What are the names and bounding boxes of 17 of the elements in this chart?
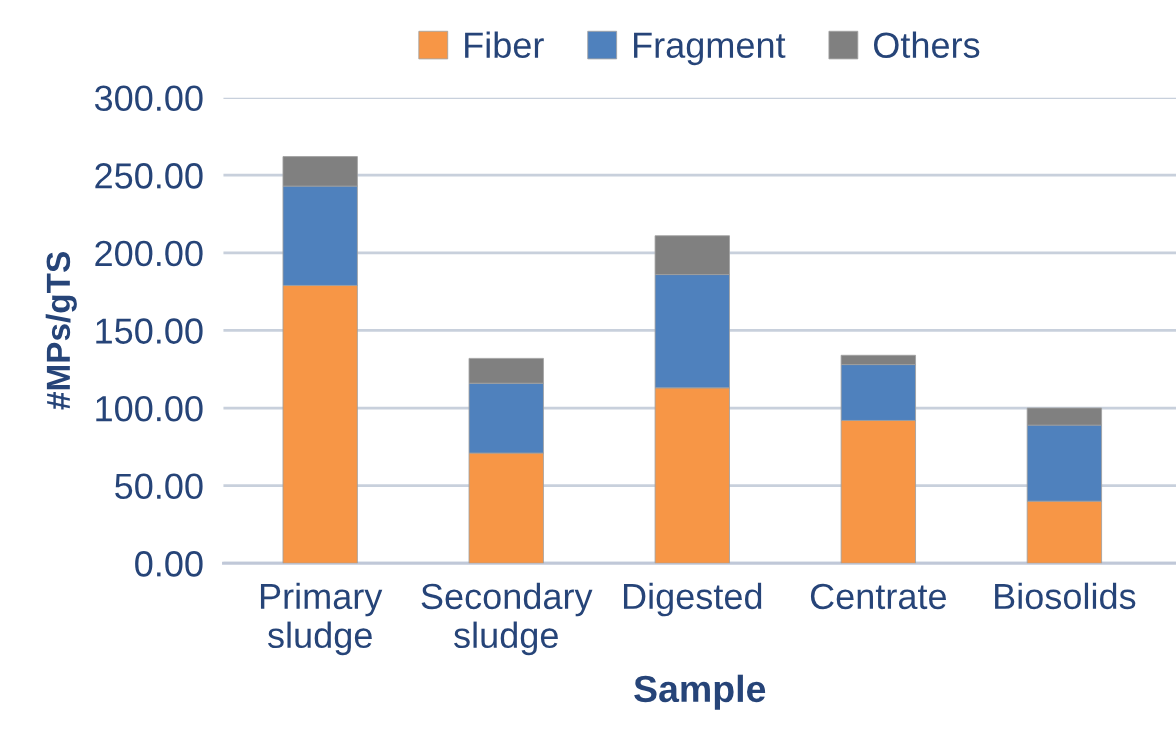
x-tick-label: Primary sludge	[260, 582, 383, 656]
x-tick-label: Digested	[623, 582, 762, 617]
y-tick-label: 300.00	[94, 85, 203, 112]
legend-label: Fragment	[634, 32, 786, 66]
y-tick-label: 50.00	[115, 473, 203, 500]
y-tick-label: 0.00	[135, 551, 203, 577]
legend-label: Others	[873, 31, 980, 58]
legend-label: Fiber	[465, 31, 544, 58]
x-tick-label: Secondary sludge	[421, 582, 593, 656]
x-tick-label: Biosolids	[995, 582, 1136, 610]
y-tick-label: 150.00	[96, 318, 203, 344]
x-axis-title: Sample	[634, 674, 766, 710]
y-axis-title: #MPs/gTS	[45, 252, 77, 410]
y-tick-label: 200.00	[95, 240, 203, 267]
y-tick-label: 100.00	[96, 395, 203, 422]
x-tick-label: Centrate	[810, 583, 946, 610]
y-tick-label: 250.00	[95, 163, 203, 189]
